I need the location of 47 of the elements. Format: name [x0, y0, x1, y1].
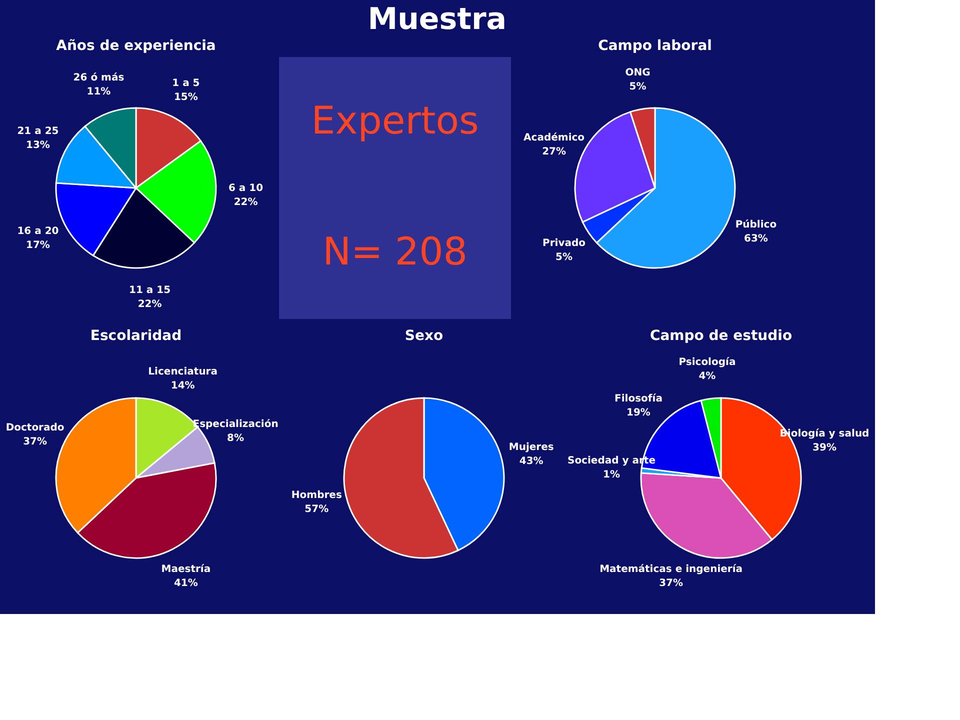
slice-label: Mujeres: [508, 442, 554, 454]
slice-label: Licenciatura: [148, 366, 218, 378]
slice-label: ONG: [625, 67, 650, 78]
data-label: 37%: [659, 578, 684, 590]
slice-label: Hombres: [291, 490, 342, 501]
data-label: 57%: [304, 504, 329, 515]
slice-label: Filosofía: [614, 393, 662, 404]
data-label: 17%: [26, 240, 50, 251]
chart-title: Campo laboral: [598, 38, 712, 54]
slice-label: 6 a 10: [228, 182, 264, 194]
slice-label: 11 a 15: [129, 285, 171, 296]
slice-label: Público: [735, 220, 777, 231]
data-label: 63%: [744, 234, 768, 245]
data-label: 11%: [86, 86, 111, 98]
slice-label: Maestría: [161, 564, 211, 576]
slice-label: 1 a 5: [172, 78, 200, 89]
slice-label: Académico: [524, 132, 585, 144]
chart-title: Campo de estudio: [650, 328, 792, 344]
data-label: 15%: [174, 92, 198, 103]
text: N= 208: [322, 230, 468, 274]
data-label: 41%: [174, 578, 198, 590]
slice-label: Psicología: [678, 356, 736, 368]
slice-label: Doctorado: [6, 422, 64, 434]
data-label: 22%: [234, 196, 258, 208]
text: Muestra: [368, 2, 507, 37]
data-label: 19%: [626, 407, 650, 418]
data-label: 4%: [698, 370, 716, 382]
data-label: 22%: [138, 299, 162, 310]
chart-title: Escolaridad: [90, 328, 182, 344]
slice-label: 26 ó más: [73, 72, 124, 84]
slice-label: 21 a 25: [17, 126, 59, 138]
data-label: 8%: [227, 433, 244, 444]
data-label: 5%: [629, 81, 646, 92]
data-label: 1%: [602, 470, 620, 481]
data-label: 27%: [542, 146, 566, 158]
data-label: 43%: [519, 456, 544, 468]
slice-label: Matemáticas e ingeniería: [600, 564, 743, 576]
chart-title: Sexo: [404, 328, 444, 344]
data-label: 39%: [812, 442, 836, 454]
text: Expertos: [311, 98, 479, 142]
slice-label: Privado: [542, 238, 586, 249]
slice-label: 16 a 20: [17, 226, 59, 237]
data-label: 37%: [23, 436, 48, 448]
data-label: 13%: [26, 140, 50, 152]
chart-title: Años de experiencia: [56, 38, 216, 54]
data-label: 5%: [556, 252, 573, 263]
data-label: 14%: [170, 380, 195, 392]
